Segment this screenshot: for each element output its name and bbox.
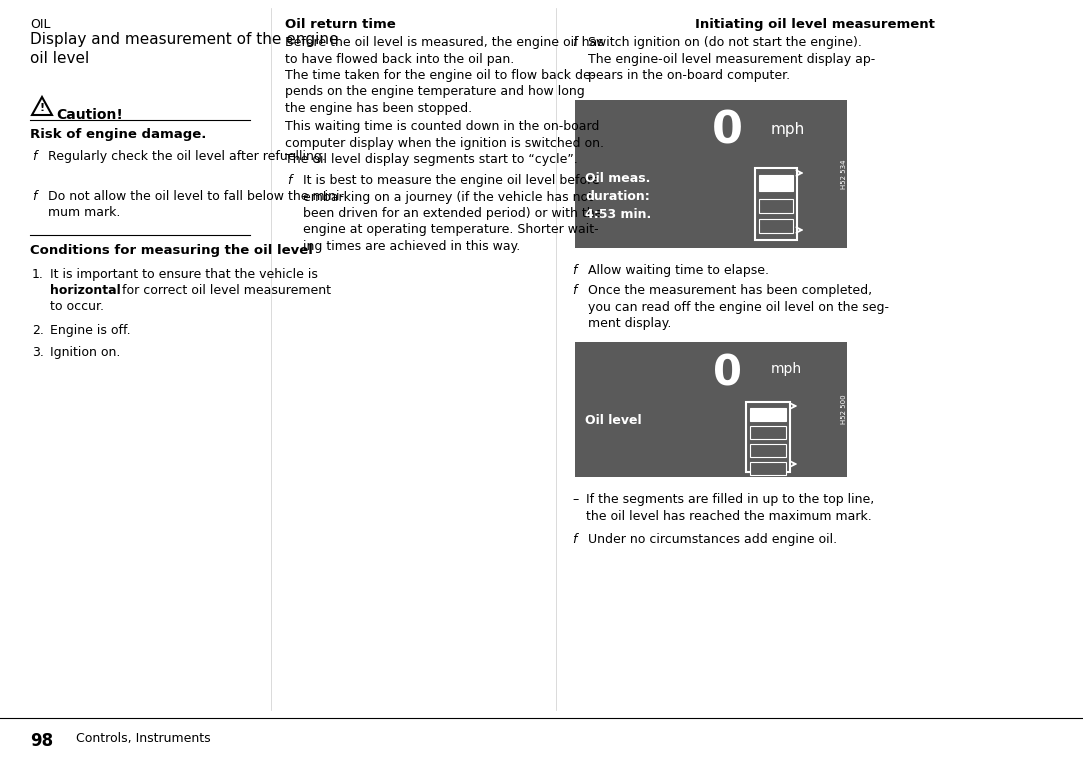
FancyBboxPatch shape — [758, 175, 793, 191]
Text: Initiating oil level measurement: Initiating oil level measurement — [695, 18, 935, 31]
Text: 1.: 1. — [32, 268, 44, 281]
Text: 3.: 3. — [32, 346, 44, 359]
Text: –: – — [572, 493, 578, 506]
Text: Oil level: Oil level — [585, 414, 641, 427]
Text: Switch ignition on (do not start the engine).
The engine-oil level measurement d: Switch ignition on (do not start the eng… — [588, 36, 875, 82]
Text: f: f — [572, 533, 576, 546]
Text: Engine is off.: Engine is off. — [50, 324, 131, 337]
Text: It is best to measure the engine oil level before
embarking on a journey (if the: It is best to measure the engine oil lev… — [303, 174, 602, 253]
Text: Oil return time: Oil return time — [285, 18, 395, 31]
Text: Oil meas.: Oil meas. — [585, 172, 651, 185]
Text: If the segments are filled in up to the top line,
the oil level has reached the : If the segments are filled in up to the … — [586, 493, 874, 522]
Text: 2.: 2. — [32, 324, 44, 337]
Text: horizontal: horizontal — [50, 284, 120, 297]
Text: f: f — [572, 36, 576, 49]
Text: mph: mph — [771, 122, 805, 137]
FancyBboxPatch shape — [751, 444, 786, 457]
Text: f: f — [32, 150, 37, 163]
Text: Caution!: Caution! — [56, 108, 122, 122]
FancyBboxPatch shape — [751, 462, 786, 475]
FancyBboxPatch shape — [758, 199, 793, 213]
Text: f: f — [32, 190, 37, 203]
FancyBboxPatch shape — [575, 342, 847, 477]
Text: duration:: duration: — [585, 190, 650, 203]
Text: f: f — [572, 264, 576, 277]
FancyBboxPatch shape — [758, 219, 793, 233]
FancyBboxPatch shape — [575, 100, 847, 248]
Text: H52 534: H52 534 — [841, 159, 847, 189]
Text: 4:53 min.: 4:53 min. — [585, 208, 651, 221]
Text: Before the oil level is measured, the engine oil has
to have flowed back into th: Before the oil level is measured, the en… — [285, 36, 603, 115]
Text: mph: mph — [771, 362, 803, 376]
FancyBboxPatch shape — [751, 426, 786, 439]
Text: H52 500: H52 500 — [841, 395, 847, 424]
Text: !: ! — [39, 103, 44, 113]
Text: Under no circumstances add engine oil.: Under no circumstances add engine oil. — [588, 533, 837, 546]
Text: Allow waiting time to elapse.: Allow waiting time to elapse. — [588, 264, 769, 277]
Text: OIL: OIL — [30, 18, 51, 31]
Text: This waiting time is counted down in the on-board
computer display when the igni: This waiting time is counted down in the… — [285, 120, 604, 166]
FancyBboxPatch shape — [751, 408, 786, 421]
Text: Display and measurement of the engine
oil level: Display and measurement of the engine oi… — [30, 32, 339, 66]
Text: Regularly check the oil level after refuelling.: Regularly check the oil level after refu… — [48, 150, 326, 163]
Text: Conditions for measuring the oil level: Conditions for measuring the oil level — [30, 244, 313, 257]
Text: Ignition on.: Ignition on. — [50, 346, 120, 359]
Text: f: f — [572, 284, 576, 297]
Text: Controls, Instruments: Controls, Instruments — [76, 732, 210, 745]
Text: to occur.: to occur. — [50, 300, 104, 313]
Text: 0: 0 — [713, 352, 742, 394]
Text: It is important to ensure that the vehicle is: It is important to ensure that the vehic… — [50, 268, 318, 281]
Text: 0: 0 — [712, 110, 743, 153]
Text: Risk of engine damage.: Risk of engine damage. — [30, 128, 207, 141]
Text: Once the measurement has been completed,
you can read off the engine oil level o: Once the measurement has been completed,… — [588, 284, 889, 330]
Text: f: f — [287, 174, 291, 187]
Text: for correct oil level measurement: for correct oil level measurement — [118, 284, 331, 297]
Text: 98: 98 — [30, 732, 53, 750]
Text: Do not allow the oil level to fall below the mini-
mum mark.: Do not allow the oil level to fall below… — [48, 190, 344, 220]
